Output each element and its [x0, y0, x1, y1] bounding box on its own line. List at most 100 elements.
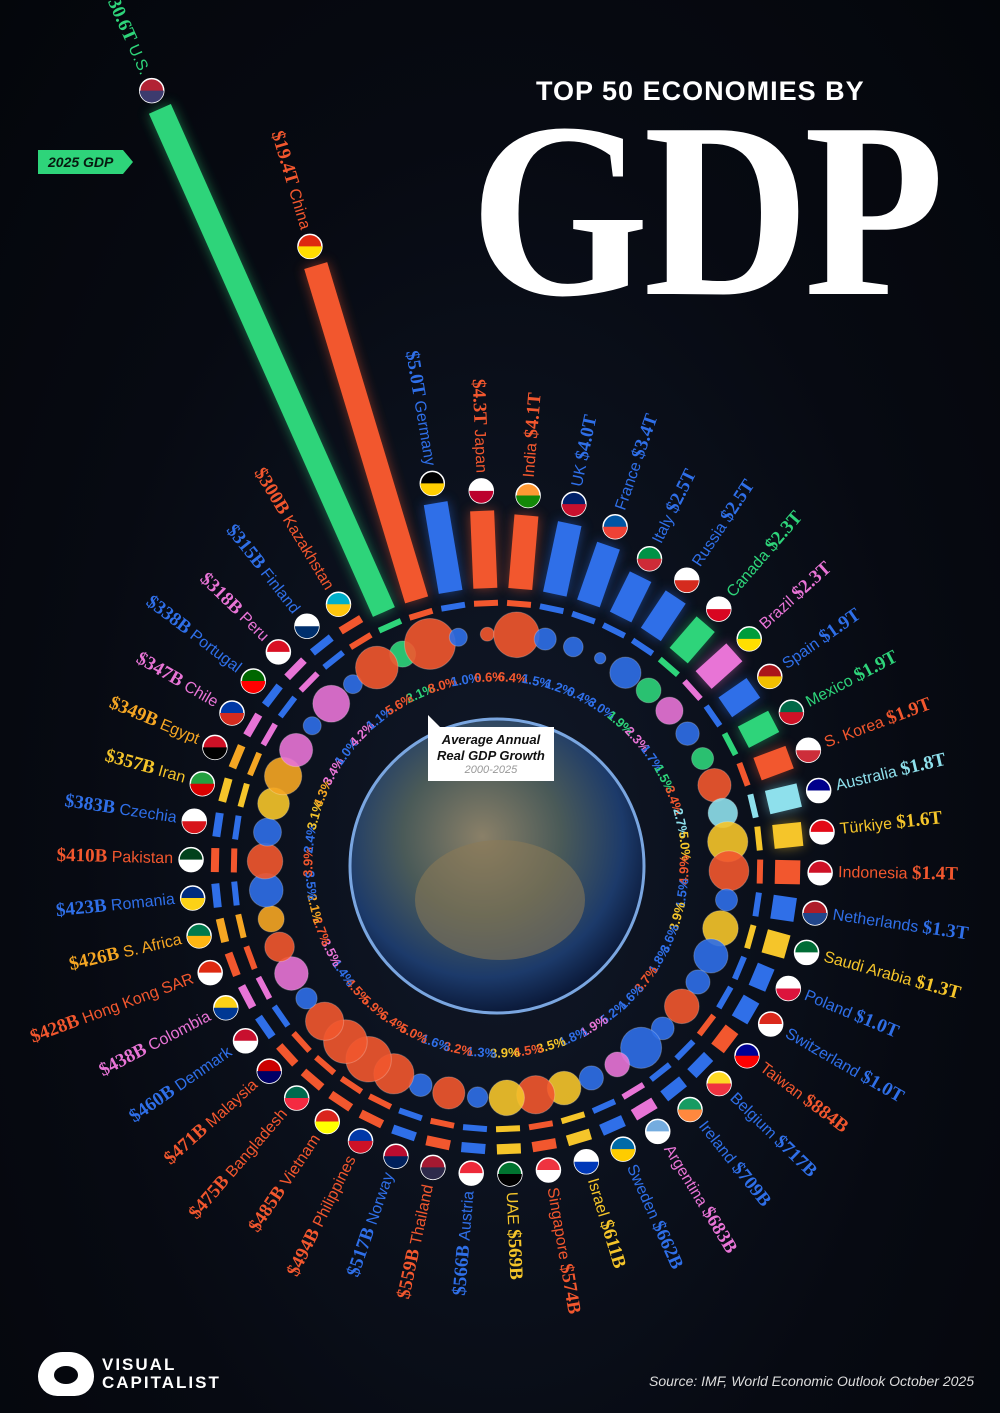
country-label: $4.3T Japan	[467, 379, 492, 474]
region-ring-segment	[237, 782, 250, 808]
country-name: Hong Kong SAR	[80, 971, 196, 1028]
flag-icon	[674, 567, 700, 594]
region-ring-segment	[649, 1062, 672, 1082]
growth-bubble	[655, 696, 684, 725]
flag-icon	[602, 514, 628, 540]
gdp-value: $709B	[727, 1158, 775, 1211]
flag-icon	[181, 808, 208, 835]
flag-icon	[232, 1028, 259, 1054]
region-ring-segment	[571, 610, 596, 625]
country-name: Czechia	[118, 802, 178, 827]
gdp-bar	[358, 1109, 385, 1129]
country-label: $347B Chile	[132, 648, 222, 712]
flag-icon	[535, 1157, 562, 1183]
country-name: Norway	[364, 1170, 398, 1227]
growth-bubble	[488, 1079, 525, 1117]
flag-icon	[325, 591, 352, 618]
growth-bubble	[604, 1051, 631, 1078]
country-label: $5.0T Germany	[401, 349, 441, 467]
growth-label: 1.5%	[672, 877, 691, 909]
growth-label: 2.1%	[304, 893, 325, 926]
country-name: Russia	[689, 520, 730, 570]
region-ring-segment	[495, 1125, 521, 1133]
country-label: Saudi Arabia $1.3T	[821, 946, 963, 1004]
gdp-value: $2.3T	[788, 557, 836, 604]
region-ring-segment	[756, 859, 764, 884]
gdp-value: $494B	[283, 1225, 324, 1280]
region-ring-segment	[232, 815, 242, 840]
gdp-bar	[630, 1097, 658, 1121]
gdp-bar	[669, 616, 715, 664]
country-label: Italy $2.5T	[647, 466, 701, 547]
gdp-bar	[695, 643, 743, 689]
gdp-bar	[215, 917, 230, 943]
country-name: Belgium	[726, 1090, 779, 1143]
flag-icon	[347, 1128, 374, 1154]
country-label: Brazil $2.3T	[755, 557, 836, 633]
region-ring-segment	[367, 1093, 393, 1110]
growth-bubble	[635, 677, 662, 704]
gdp-bar	[328, 1090, 354, 1112]
country-name: Argentina	[660, 1142, 710, 1209]
gdp-value: $410B	[56, 845, 107, 867]
region-ring-segment	[398, 1107, 423, 1122]
region-ring-segment	[674, 1039, 696, 1061]
region-ring-segment	[682, 679, 703, 701]
country-name: India	[521, 442, 541, 478]
growth-callout: Average Annual Real GDP Growth 2000-2025	[428, 715, 554, 781]
flag-icon	[383, 1143, 409, 1169]
region-ring-segment	[657, 656, 680, 678]
gdp-bar	[718, 677, 761, 718]
region-ring-segment	[462, 1124, 488, 1133]
flag-icon	[219, 700, 245, 726]
growth-label: 4.9%	[676, 855, 692, 885]
growth-bubble	[264, 931, 295, 963]
gdp-value: $4.0T	[572, 413, 602, 463]
country-name: Kazakhstan	[279, 513, 337, 593]
flag-icon	[420, 1154, 446, 1181]
gdp-value: $3.4T	[628, 411, 663, 462]
flag-icon	[213, 995, 239, 1021]
growth-bubble	[697, 768, 732, 803]
gdp-bar	[774, 859, 801, 885]
country-name: Mexico	[803, 672, 856, 711]
growth-label: 2.4%	[300, 822, 319, 854]
region-ring-segment	[348, 632, 373, 650]
region-ring-segment	[243, 945, 258, 970]
gdp-bar	[531, 1138, 557, 1153]
gdp-bar	[425, 1135, 451, 1151]
gdp-bar	[770, 894, 797, 922]
gdp-bar	[309, 634, 334, 656]
country-label: Netherlands $1.3T	[831, 904, 970, 945]
gdp-value: $357B	[103, 745, 158, 779]
country-name: Taiwan	[756, 1060, 806, 1104]
region-ring-segment	[601, 622, 627, 639]
region-ring-segment	[291, 1031, 312, 1053]
growth-bubble	[448, 627, 468, 647]
country-name: China	[285, 187, 313, 232]
country-label: $349B Egypt	[106, 692, 203, 749]
country-label: $559B Thailand	[394, 1183, 439, 1301]
growth-bubble	[479, 626, 495, 642]
growth-bubble	[295, 987, 318, 1010]
gdp-value: $1.3T	[921, 917, 970, 945]
flag-icon	[139, 77, 165, 104]
country-name: Netherlands	[832, 907, 920, 936]
callout-line1: Average Annual	[441, 732, 541, 747]
gdp-bar	[218, 777, 233, 803]
flag-icon	[757, 1011, 784, 1037]
region-ring-segment	[591, 1098, 617, 1114]
gdp-value: $611B	[595, 1217, 630, 1271]
growth-label: 3.2%	[442, 1038, 475, 1059]
gdp-value: $683B	[697, 1203, 741, 1258]
region-ring-segment	[506, 599, 532, 608]
logo-icon	[38, 1352, 94, 1396]
country-name: Austria	[457, 1190, 478, 1241]
flag-icon	[186, 923, 212, 949]
growth-bubble	[562, 636, 584, 658]
growth-bubble	[714, 888, 739, 912]
region-ring-segment	[539, 603, 565, 615]
gdp-value: $1.8T	[898, 749, 948, 780]
gdp-value: $349B	[106, 692, 161, 731]
gdp-value: $1.0T	[857, 1066, 908, 1107]
